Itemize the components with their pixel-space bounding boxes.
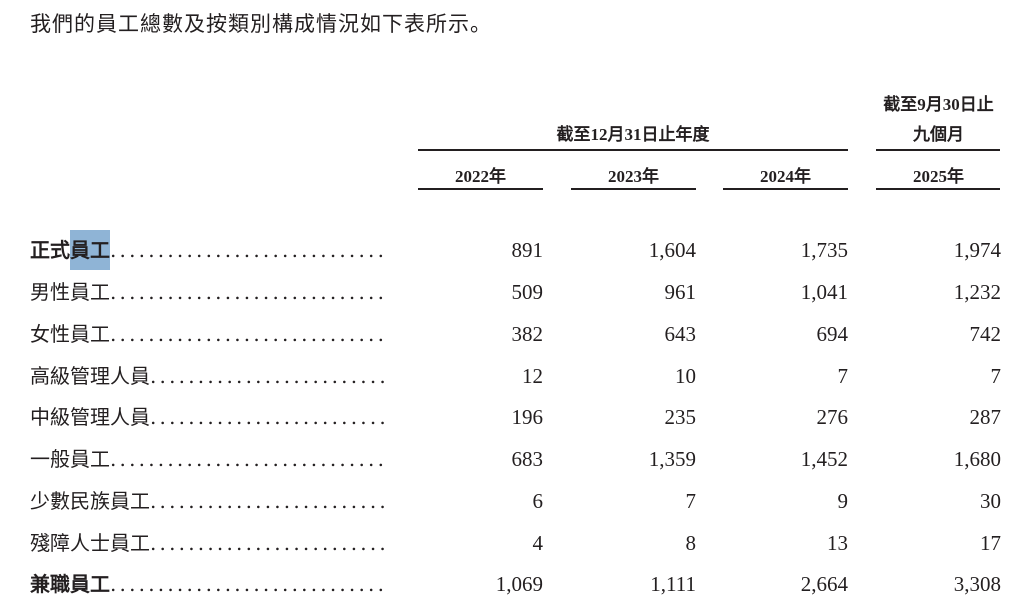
table-row: 殘障人士員工..................................… [0, 523, 1024, 563]
row-label-text: 中級管理人員 [30, 405, 150, 429]
row-label: 高級管理人員..................................… [30, 356, 386, 396]
rule-2023 [571, 188, 696, 190]
selected-text[interactable]: 員工 [70, 230, 110, 270]
year-2024: 2024年 [760, 167, 811, 186]
cell-value: 196 [511, 405, 544, 429]
cell-value: 643 [664, 322, 697, 346]
dot-leader: ........................................ [110, 322, 386, 346]
cell-value: 694 [816, 322, 849, 346]
row-label: 一般員工....................................… [30, 439, 386, 479]
row-label-text: 殘障人士員工 [30, 531, 150, 555]
cell-value: 683 [511, 447, 544, 471]
cell-value: 509 [511, 280, 544, 304]
table-row: 兼職員工....................................… [0, 564, 1024, 604]
row-label-text: 一般員工 [30, 447, 110, 471]
row-label: 男性員工....................................… [30, 272, 386, 312]
cell-value: 2,664 [800, 572, 848, 596]
cell-value: 1,232 [953, 280, 1001, 304]
year-2025: 2025年 [913, 167, 964, 186]
rule-2025 [876, 188, 1000, 190]
cell-value: 1,041 [800, 280, 848, 304]
cell-value: 1,680 [953, 447, 1001, 471]
row-label-text: 兼職員工 [30, 572, 110, 596]
cell-value: 10 [675, 364, 696, 388]
row-label: 少數民族員工..................................… [30, 481, 386, 521]
cell-value: 287 [969, 405, 1002, 429]
row-label: 正式員工....................................… [30, 230, 386, 270]
cell-value: 8 [685, 531, 697, 555]
header-fiscal-year: 截至12月31日止年度 [556, 125, 710, 144]
header-nine-months-line1: 截至9月30日止 [883, 95, 994, 114]
dot-leader: ........................................ [150, 364, 386, 388]
cell-value: 4 [532, 531, 544, 555]
table-row: 少數民族員工..................................… [0, 481, 1024, 521]
rule-9m [876, 149, 1000, 151]
row-label: 女性員工....................................… [30, 314, 386, 354]
cell-value: 7 [990, 364, 1002, 388]
row-label-text: 正式 [30, 238, 70, 262]
cell-value: 1,604 [648, 238, 696, 262]
rule-fy [418, 149, 848, 151]
table-row: 中級管理人員..................................… [0, 397, 1024, 437]
rule-2024 [723, 188, 848, 190]
cell-value: 6 [532, 489, 544, 513]
dot-leader: ........................................ [150, 405, 386, 429]
dot-leader: ........................................ [110, 447, 386, 471]
cell-value: 961 [664, 280, 697, 304]
row-label: 中級管理人員..................................… [30, 397, 386, 437]
cell-value: 9 [837, 489, 849, 513]
cell-value: 13 [827, 531, 848, 555]
cell-value: 1,111 [650, 572, 696, 596]
cell-value: 7 [837, 364, 849, 388]
rule-2022 [418, 188, 543, 190]
table-row: 一般員工....................................… [0, 439, 1024, 479]
table-row: 男性員工....................................… [0, 272, 1024, 312]
intro-text: 我們的員工總數及按類別構成情況如下表所示。 [30, 12, 492, 36]
cell-value: 12 [522, 364, 543, 388]
row-label: 兼職員工....................................… [30, 564, 386, 604]
cell-value: 1,735 [800, 238, 848, 262]
cell-value: 1,359 [648, 447, 696, 471]
table-row: 高級管理人員..................................… [0, 356, 1024, 396]
dot-leader: ........................................ [110, 280, 386, 304]
table-row: 女性員工....................................… [0, 314, 1024, 354]
header-nine-months-line2: 九個月 [913, 125, 964, 144]
dot-leader: ........................................ [150, 531, 386, 555]
row-label-text: 高級管理人員 [30, 364, 150, 388]
cell-value: 7 [685, 489, 697, 513]
cell-value: 235 [664, 405, 697, 429]
cell-value: 1,069 [495, 572, 543, 596]
cell-value: 1,974 [953, 238, 1001, 262]
cell-value: 276 [816, 405, 849, 429]
row-label-text: 男性員工 [30, 280, 110, 304]
cell-value: 742 [969, 322, 1002, 346]
cell-value: 3,308 [953, 572, 1001, 596]
row-label: 殘障人士員工..................................… [30, 523, 386, 563]
cell-value: 891 [511, 238, 544, 262]
year-2023: 2023年 [608, 167, 659, 186]
cell-value: 382 [511, 322, 544, 346]
dot-leader: ........................................ [110, 572, 386, 596]
year-2022: 2022年 [455, 167, 506, 186]
row-label-text: 少數民族員工 [30, 489, 150, 513]
dot-leader: ........................................ [110, 238, 386, 262]
row-label-text: 女性員工 [30, 322, 110, 346]
cell-value: 17 [980, 531, 1001, 555]
table-row: 正式員工....................................… [0, 230, 1024, 270]
cell-value: 1,452 [800, 447, 848, 471]
cell-value: 30 [980, 489, 1001, 513]
dot-leader: ........................................ [150, 489, 386, 513]
